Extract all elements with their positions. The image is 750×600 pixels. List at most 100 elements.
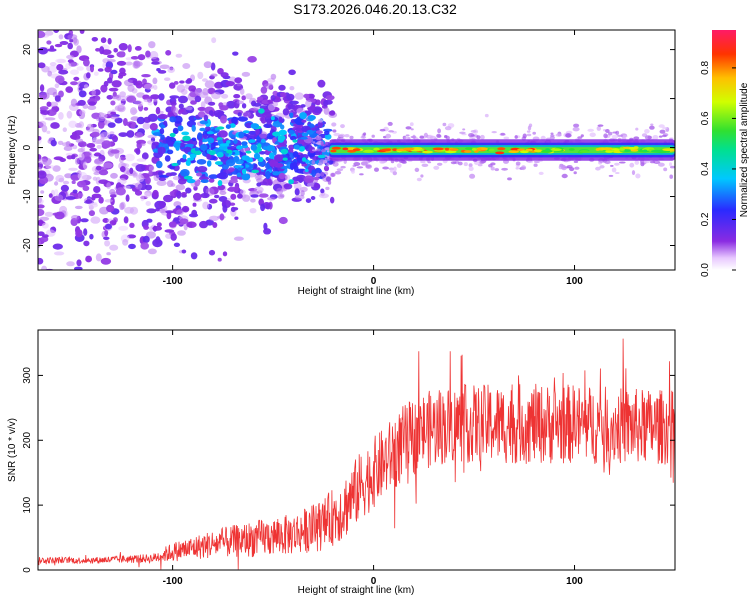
spectrogram-blob xyxy=(58,69,69,75)
spectrogram-ridge-peak xyxy=(520,150,529,154)
spectrogram-halo xyxy=(325,157,331,161)
spectrogram-halo xyxy=(538,171,544,175)
snr-ticks: -100 0 100 0 100 200 300 xyxy=(22,330,675,587)
spectrogram-blob xyxy=(136,116,145,125)
spectrogram-transition-blob xyxy=(183,175,193,180)
spectrogram-ridge-peak xyxy=(432,147,444,151)
spectrogram-blob xyxy=(151,61,160,65)
spectrogram-blob xyxy=(100,131,111,140)
spectrogram-blob xyxy=(261,112,272,118)
spectrogram-blob xyxy=(294,117,305,126)
spectrogram-ridge-peak xyxy=(449,148,459,152)
spectrogram-ridge-peak xyxy=(508,150,519,154)
spectrogram-blob xyxy=(190,252,198,260)
spectrogram-blob xyxy=(173,107,179,116)
spectrogram-halo xyxy=(670,165,675,169)
snr-ytick-label: 0 xyxy=(22,567,33,573)
spectrogram-halo xyxy=(405,126,412,130)
spectrogram-blob xyxy=(186,78,193,84)
spectrogram-blob xyxy=(259,151,266,155)
snr-panel: -100 0 100 0 100 200 300 Height of straight li… xyxy=(7,329,676,596)
spectrogram-ridge-peak xyxy=(650,149,663,153)
spectrogram-blob xyxy=(169,82,176,89)
spectrogram-halo xyxy=(470,130,477,133)
spectrogram-transition-blob xyxy=(175,144,180,151)
spectrogram-blob xyxy=(60,184,69,192)
spectrogram-blob xyxy=(104,240,111,247)
spectrogram-blob xyxy=(220,72,229,78)
spectrogram-blob xyxy=(328,110,336,116)
spectrogram-blob xyxy=(157,113,168,120)
spectrogram-blob xyxy=(66,261,75,267)
spectrogram-blob xyxy=(46,87,58,96)
spectrogram-blob xyxy=(258,171,266,175)
spectrogram-blob xyxy=(145,50,151,58)
spectrogram-blob xyxy=(191,137,197,142)
spectrogram-blob xyxy=(168,221,177,228)
spectrogram-blob xyxy=(39,92,50,100)
spectrogram-halo xyxy=(500,132,506,136)
colorbar: 0.0 0.2 0.4 0.6 0.8 Normalized spectral ampl… xyxy=(700,30,750,277)
spectrogram-blob xyxy=(54,95,61,102)
spectrogram-blob xyxy=(304,175,314,184)
spectrogram-blob xyxy=(91,37,99,42)
spectrogram-blob xyxy=(158,171,163,176)
spectrogram-blob xyxy=(172,176,181,181)
spectrogram-blob xyxy=(75,157,80,165)
spectrogram-blob xyxy=(181,192,187,196)
spectrogram-blob xyxy=(295,174,307,182)
spectrogram-blob xyxy=(97,120,105,129)
spectrogram-blob xyxy=(313,176,320,181)
spectrogram-blob xyxy=(59,158,66,162)
spectrogram-blob xyxy=(54,189,59,196)
spectrogram-halo xyxy=(331,122,337,127)
spectrogram-ridge-peak xyxy=(402,147,415,151)
spectrogram-blob xyxy=(274,154,284,162)
spectrogram-blob xyxy=(234,77,243,84)
spectrogram-halo xyxy=(351,169,355,174)
spectrogram-halo xyxy=(526,133,532,137)
spectrogram-blob xyxy=(317,120,324,128)
spectrogram-halo xyxy=(340,165,346,169)
spectrogram-transition-blob xyxy=(218,145,228,150)
spectrogram-blob xyxy=(225,159,236,167)
spectrogram-halo xyxy=(514,135,518,139)
spectrogram-blob xyxy=(263,123,273,128)
spectrogram-blob xyxy=(143,83,154,90)
spectrogram-ridge-peak xyxy=(545,148,550,151)
spectrogram-blob xyxy=(79,109,86,116)
spectrogram-halo xyxy=(442,122,447,127)
spectrogram-blob xyxy=(58,90,64,98)
spectrogram-blob xyxy=(57,140,64,145)
spectrogram-blob xyxy=(54,194,64,201)
spectrogram-blob xyxy=(100,257,112,265)
spectrogram-blob xyxy=(294,188,300,196)
spectrogram-blob xyxy=(37,6,42,12)
spectrogram-blob xyxy=(104,199,114,203)
spectrogram-blob xyxy=(44,268,55,270)
spectrogram-ridge-peak xyxy=(595,148,600,151)
spectrogram-blob xyxy=(46,101,52,107)
spectrogram-blob xyxy=(194,88,203,96)
spectrogram-halo xyxy=(488,164,493,168)
spectrogram-transition-blob xyxy=(293,144,300,150)
spectrogram-ytick-label: 20 xyxy=(22,44,33,56)
spectrogram-blob xyxy=(255,128,260,135)
spectrogram-ridge-peak xyxy=(497,147,506,151)
spectrogram-blob xyxy=(232,51,239,56)
spectrogram-halo xyxy=(315,172,321,178)
spectrogram-blob xyxy=(71,214,80,221)
spectrogram-ridge-peak xyxy=(352,148,361,152)
spectrogram-blob xyxy=(149,51,159,60)
spectrogram-blob xyxy=(267,103,276,112)
spectrogram-blob xyxy=(167,141,175,147)
spectrogram-blob xyxy=(188,115,197,122)
spectrogram-blob xyxy=(38,257,44,265)
spectrogram-blob xyxy=(58,177,65,183)
spectrogram-halo xyxy=(416,177,422,182)
spectrogram-blob xyxy=(91,89,96,96)
spectrogram-halo xyxy=(419,135,425,139)
spectrogram-blob xyxy=(86,143,96,148)
spectrogram-blob xyxy=(92,137,98,142)
spectrogram-blob xyxy=(95,165,102,171)
